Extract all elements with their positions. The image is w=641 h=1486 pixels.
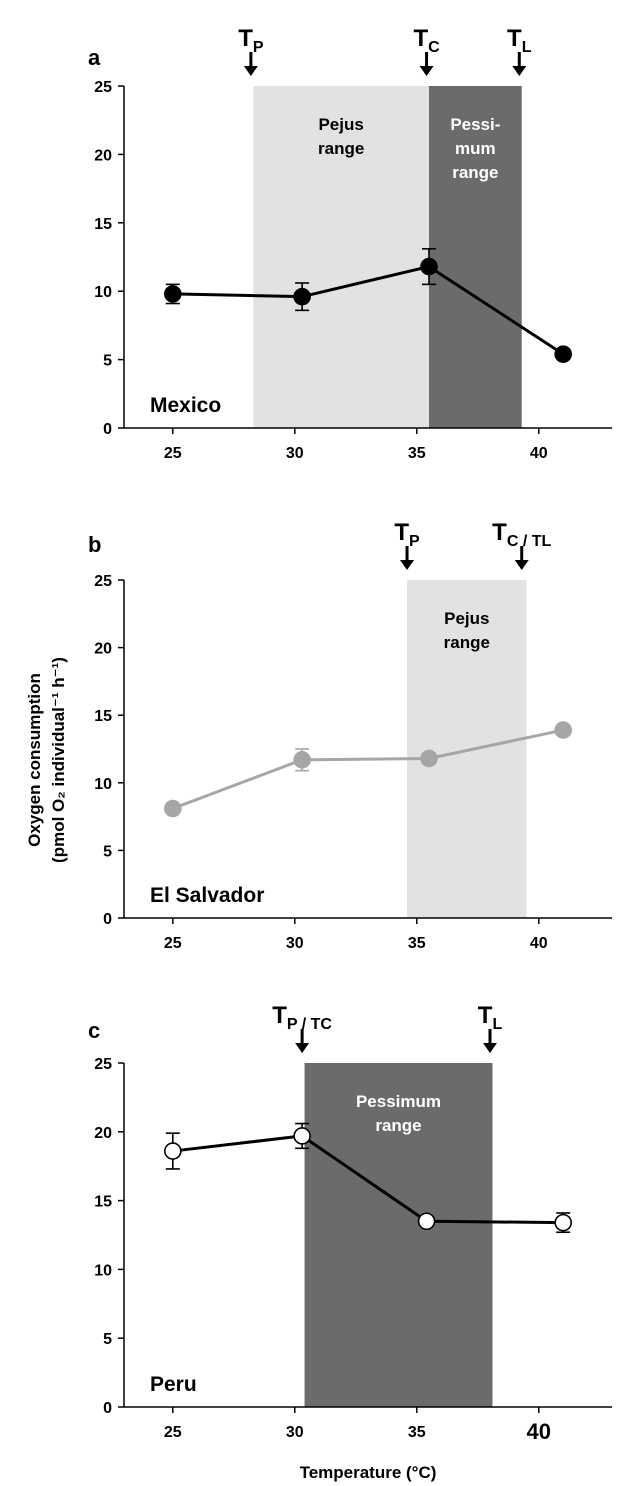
x-tick-label: 35: [408, 1424, 426, 1441]
y-tick-label: 20: [94, 1125, 112, 1142]
y-tick-label: 5: [103, 1331, 112, 1348]
arrow-head: [419, 66, 434, 76]
threshold-label: TC / TL: [492, 519, 551, 550]
x-tick-label: 25: [164, 935, 182, 952]
y-tick-label: 20: [94, 147, 112, 164]
shaded-region: [429, 86, 522, 428]
arrow-head: [295, 1043, 310, 1053]
x-tick-label: 25: [164, 1424, 182, 1441]
x-tick-label: 35: [408, 935, 426, 952]
threshold-label: TL: [507, 25, 532, 56]
region-label: range: [444, 633, 490, 652]
shaded-region: [253, 86, 429, 428]
y-tick-label: 15: [94, 708, 112, 725]
y-tick-label: 0: [103, 421, 112, 438]
region-label: Pejus: [318, 115, 363, 134]
region-label: Pessi-: [450, 115, 500, 134]
y-tick-label: 5: [103, 843, 112, 860]
region-label: Pessimum: [356, 1092, 441, 1111]
x-tick-label: 30: [286, 1424, 304, 1441]
x-tick-label: 40: [530, 935, 548, 952]
data-point: [554, 345, 573, 363]
region-label: mum: [455, 139, 496, 158]
data-point: [164, 1142, 182, 1160]
region-label: range: [318, 139, 364, 158]
data-point: [554, 721, 573, 739]
panel-letter: a: [88, 45, 101, 70]
panel-b: Pejus range 0 5 10 15 20 25 25 30 35 40 b El Salvador…: [88, 519, 612, 952]
data-point: [417, 1212, 436, 1231]
threshold-label: TP: [394, 519, 420, 550]
threshold-label: TP: [238, 25, 264, 56]
x-tick-label: 40: [527, 1419, 551, 1444]
y-tick-label: 15: [94, 1194, 112, 1211]
y-tick-label: 25: [94, 79, 112, 96]
series-line: [172, 264, 565, 356]
arrow-head: [400, 560, 415, 570]
country-label: Mexico: [150, 394, 221, 417]
region-label: Pejus: [444, 609, 489, 628]
y-tick-label: 25: [94, 573, 112, 590]
panel-c: Pessimum range 0 5 10 15 20 25 25 30 35 40 c Peru TP /…: [88, 1002, 612, 1482]
y-tick-label: 15: [94, 216, 112, 233]
data-point: [164, 285, 182, 303]
shaded-region: [304, 1063, 493, 1407]
arrow-head: [514, 560, 529, 570]
y-tick-label: 25: [94, 1056, 112, 1073]
country-label: Peru: [150, 1373, 197, 1396]
y-tick-label: 10: [94, 776, 112, 793]
arrow-head: [243, 66, 258, 76]
arrow-head: [512, 66, 527, 76]
country-label: El Salvador: [150, 884, 264, 907]
panel-letter: b: [88, 532, 101, 557]
data-point: [554, 1213, 573, 1232]
x-tick-label: 35: [408, 445, 426, 462]
x-tick-label: 30: [286, 445, 304, 462]
threshold-label: TL: [478, 1002, 503, 1033]
y-tick-label: 0: [103, 1400, 112, 1417]
region-label: range: [452, 163, 498, 182]
data-point: [420, 749, 438, 768]
data-point: [293, 751, 311, 769]
y-tick-label: 5: [103, 353, 112, 370]
threshold-label: TC: [413, 25, 440, 56]
data-point: [420, 257, 438, 276]
panel-letter: c: [88, 1018, 100, 1043]
x-tick-label: 40: [530, 445, 548, 462]
y-tick-label: 10: [94, 284, 112, 301]
x-tick-label: 30: [286, 935, 304, 952]
panel-a: Pejus range Pessi-mum range 0 5 10 15 20 25 25 30 35…: [88, 25, 612, 462]
x-axis-title: Temperature (°C): [300, 1463, 437, 1482]
region-label: range: [375, 1116, 421, 1135]
y-tick-label: 20: [94, 641, 112, 658]
data-point: [293, 1127, 311, 1145]
data-point: [293, 287, 311, 306]
y-tick-label: 0: [103, 911, 112, 928]
arrow-head: [483, 1043, 497, 1053]
threshold-label: TP / TC: [272, 1002, 332, 1033]
y-axis-title: Oxygen consumption: [25, 673, 44, 847]
x-tick-label: 25: [164, 445, 182, 462]
y-axis-title-units: (pmol O₂ individual⁻¹ h⁻¹): [49, 657, 68, 863]
data-point: [164, 799, 182, 818]
series-line: [172, 728, 564, 810]
y-tick-label: 10: [94, 1262, 112, 1279]
series-line: [172, 1134, 564, 1225]
